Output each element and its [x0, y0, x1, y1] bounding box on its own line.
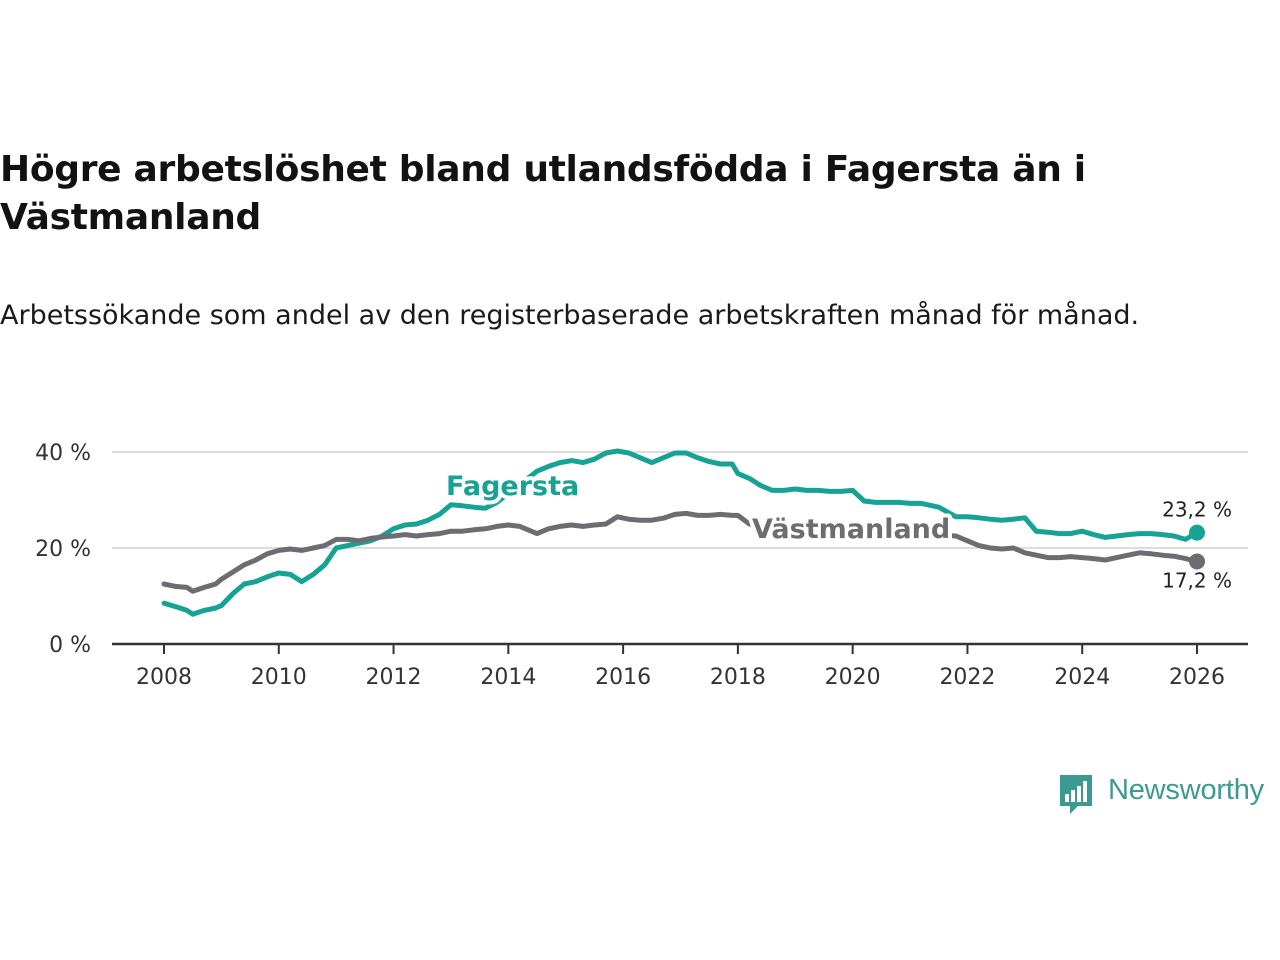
y-tick-label: 40 % [35, 441, 91, 466]
y-tick-label: 20 % [35, 537, 91, 562]
x-tick-label: 2012 [366, 665, 422, 690]
x-tick-label: 2024 [1054, 665, 1110, 690]
series-line-fagersta [161, 448, 1200, 617]
x-tick-label: 2020 [825, 665, 881, 690]
newsworthy-logo-icon [1060, 775, 1092, 814]
x-tick-label: 2010 [251, 665, 307, 690]
line-chart: 0 % 20 % 40 % Fagersta Västmanland 23,2 % 17,… [35, 441, 1248, 690]
x-tick-label: 2014 [480, 665, 536, 690]
series-label-vastmanland: Västmanland [752, 514, 950, 545]
x-axis: 2008 2010 2012 2014 2016 2018 2020 2022 2024 2026 [112, 642, 1248, 690]
brand-name: Newsworthy [1108, 774, 1264, 806]
series-line-västmanland [161, 510, 1200, 594]
end-label-fagersta: 23,2 % [1162, 498, 1232, 522]
x-tick-label: 2008 [136, 665, 192, 690]
end-point-västmanland [1189, 553, 1205, 570]
chart-title: Högre arbetslöshet bland utlandsfödda i … [0, 149, 1086, 238]
x-tick-label: 2026 [1169, 665, 1225, 690]
chart-labels: Fagersta Västmanland 23,2 % 17,2 % [442, 467, 1235, 595]
newsworthy-logo[interactable]: Newsworthy [1058, 772, 1280, 820]
x-tick-label: 2022 [939, 665, 995, 690]
series-lines [161, 448, 1205, 617]
end-label-vastmanland: 17,2 % [1162, 568, 1232, 592]
y-tick-label: 0 % [49, 633, 91, 658]
x-tick-label: 2018 [710, 665, 766, 690]
x-tick-label: 2016 [595, 665, 651, 690]
chart-subtitle: Arbetssökande som andel av den registerb… [0, 300, 1140, 331]
end-point-fagersta [1189, 524, 1205, 541]
series-label-fagersta: Fagersta [446, 471, 579, 502]
gridlines: 0 % 20 % 40 % [35, 441, 1248, 658]
